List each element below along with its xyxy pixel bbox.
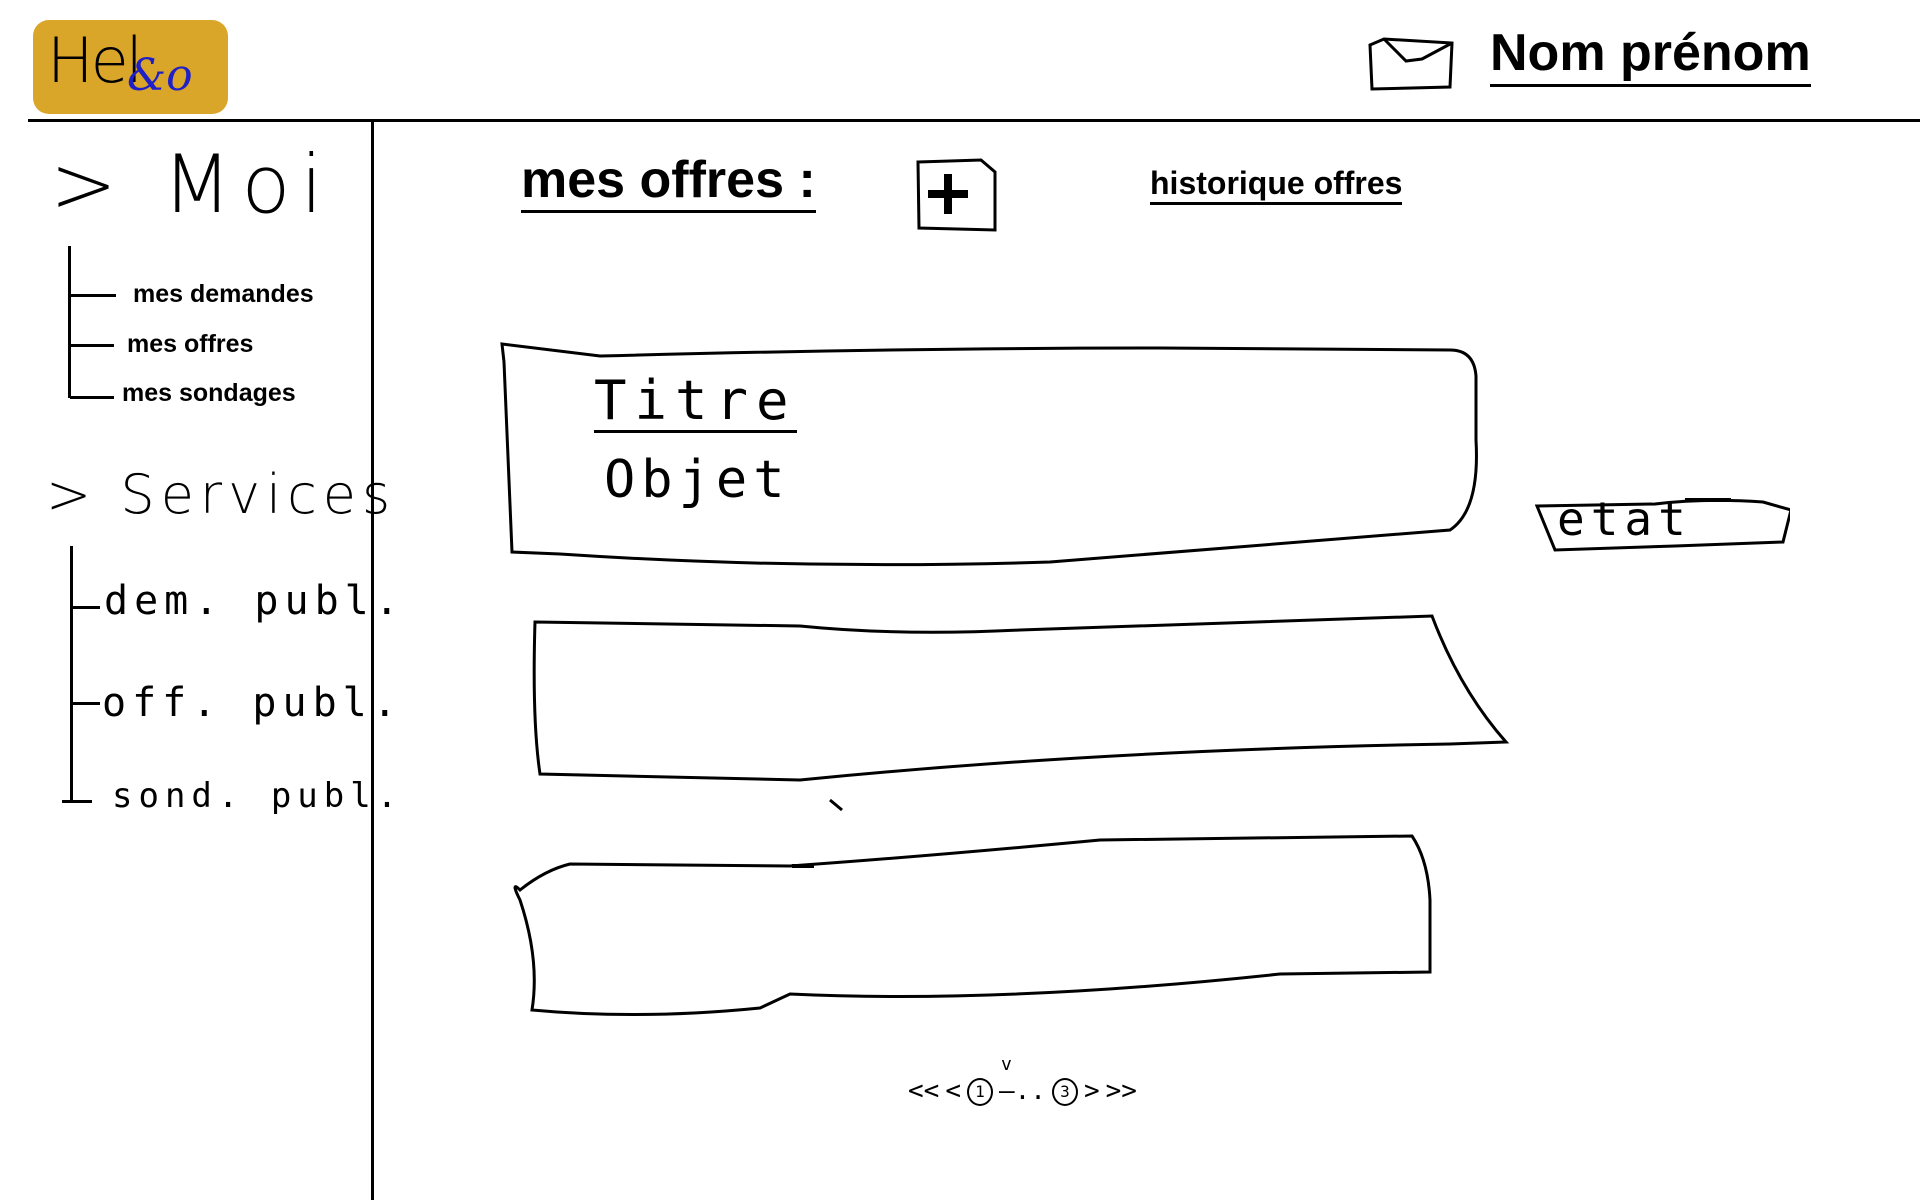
tree-branch <box>70 606 100 609</box>
offer-card-2 <box>532 614 1510 782</box>
plus-icon <box>928 174 968 214</box>
chevron-right-icon: > <box>46 463 98 526</box>
offer-status-badge[interactable]: etat <box>1535 492 1790 552</box>
pagination-separator: —.. <box>998 1076 1046 1106</box>
current-page-marker: v <box>1001 1054 1012 1075</box>
sidebar-divider <box>371 120 374 1200</box>
status-badge-outline <box>1535 498 1790 552</box>
last-page-button[interactable]: >> <box>1105 1076 1137 1106</box>
sidebar-section-moi[interactable]: > Moi <box>50 140 333 230</box>
offer-card-3 <box>513 834 1432 1017</box>
app-logo[interactable]: Hel &o <box>33 20 228 114</box>
sidebar-item-mes-offres[interactable]: mes offres <box>127 330 254 358</box>
next-page-button[interactable]: > <box>1083 1076 1100 1106</box>
envelope-icon[interactable] <box>1366 35 1456 95</box>
chevron-right-icon: > <box>50 138 128 231</box>
tree-branch <box>70 344 114 347</box>
status-text: etat <box>1557 492 1692 546</box>
logo-accent: &o <box>127 50 193 101</box>
offer-title: Titre <box>594 369 797 433</box>
card-mark <box>792 864 814 868</box>
sidebar-item-off-publ[interactable]: off. publ. <box>102 680 403 726</box>
sidebar-section-label: Moi <box>162 138 333 231</box>
sidebar-item-mes-sondages[interactable]: mes sondages <box>122 379 296 407</box>
tree-branch <box>70 396 114 399</box>
sidebar-item-sond-publ[interactable]: sond. publ. <box>112 776 404 816</box>
first-page-button[interactable]: << <box>908 1076 940 1106</box>
card-mark <box>829 798 843 812</box>
header-divider <box>28 119 1920 122</box>
sidebar-section-services[interactable]: > Services <box>46 460 396 530</box>
user-name[interactable]: Nom prénom <box>1490 24 1811 87</box>
page-title: mes offres : <box>521 150 816 213</box>
tree-line <box>70 546 73 802</box>
offer-object: Objet <box>604 450 791 510</box>
tree-branch <box>62 800 92 803</box>
page-current[interactable]: 1 <box>966 1078 993 1106</box>
page-last[interactable]: 3 <box>1051 1078 1078 1106</box>
tree-branch <box>70 702 100 705</box>
sidebar-item-mes-demandes[interactable]: mes demandes <box>133 280 314 308</box>
sidebar-item-dem-publ[interactable]: dem. publ. <box>104 578 405 624</box>
history-offers-link[interactable]: historique offres <box>1150 164 1403 205</box>
logo-text: Hel <box>47 24 143 97</box>
add-offer-button[interactable] <box>915 158 999 232</box>
pagination: << < 1 —.. 3 > >> v <box>908 1054 1137 1106</box>
tree-line <box>68 246 71 398</box>
sidebar-section-label: Services <box>120 463 397 526</box>
prev-page-button[interactable]: < <box>945 1076 961 1106</box>
tree-branch <box>70 294 116 297</box>
